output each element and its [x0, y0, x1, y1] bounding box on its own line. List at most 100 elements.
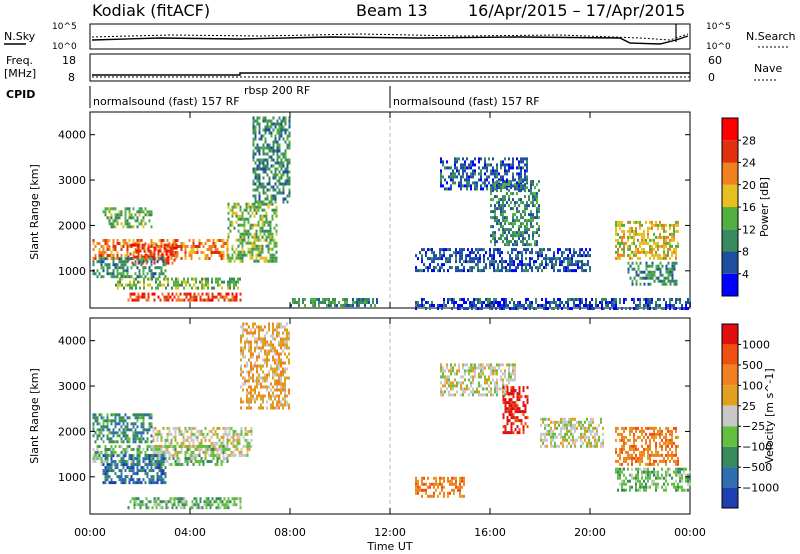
range-gate-cell: [619, 241, 621, 245]
range-gate-cell: [112, 272, 115, 276]
range-gate-cell: [214, 453, 217, 457]
range-gate-cell: [200, 438, 203, 442]
range-gate-cell: [252, 325, 254, 329]
range-gate-cell: [270, 155, 273, 159]
range-gate-cell: [108, 463, 111, 467]
range-gate-cell: [643, 298, 645, 301]
range-gate-cell: [92, 454, 95, 457]
range-gate-cell: [248, 379, 250, 383]
range-gate-cell: [235, 202, 238, 206]
range-gate-cell: [490, 172, 492, 176]
range-gate-cell: [116, 463, 119, 467]
range-gate-cell: [554, 420, 556, 424]
range-gate-cell: [231, 214, 234, 218]
range-gate-cell: [226, 435, 229, 439]
range-gate-cell: [126, 269, 129, 273]
range-gate-cell: [651, 247, 653, 251]
range-gate-cell: [442, 384, 444, 388]
range-gate-cell: [238, 435, 241, 439]
range-gate-cell: [508, 369, 510, 373]
range-gate-cell: [651, 253, 653, 257]
range-gate-cell: [210, 448, 213, 451]
range-gate-cell: [280, 325, 282, 329]
range-gate-cell: [182, 242, 185, 245]
range-gate-cell: [222, 445, 225, 448]
range-gate-cell: [106, 454, 109, 457]
range-gate-cell: [480, 175, 482, 179]
range-gate-cell: [562, 435, 564, 439]
range-gate-cell: [681, 304, 683, 307]
range-gate-cell: [245, 205, 248, 209]
range-gate-cell: [520, 184, 522, 188]
range-gate-cell: [256, 146, 259, 150]
range-gate-cell: [110, 216, 113, 220]
range-gate-cell: [550, 429, 552, 433]
range-gate-cell: [531, 248, 533, 252]
range-gate-cell: [102, 472, 105, 476]
range-gate-cell: [284, 128, 287, 132]
range-gate-cell: [657, 304, 659, 307]
range-gate-cell: [685, 304, 687, 307]
range-gate-cell: [108, 419, 111, 423]
range-gate-cell: [506, 228, 508, 232]
range-gate-cell: [579, 266, 581, 270]
range-gate-cell: [661, 307, 663, 310]
range-gate-cell: [473, 251, 475, 255]
range-gate-cell: [441, 266, 443, 270]
range-gate-cell: [96, 275, 99, 279]
range-gate-cell: [502, 181, 504, 185]
range-gate-cell: [524, 157, 526, 161]
range-gate-cell: [142, 431, 145, 435]
range-gate-cell: [541, 254, 543, 258]
range-gate-cell: [671, 250, 673, 254]
range-gate-cell: [498, 172, 500, 176]
colorbar-label: 28: [742, 134, 756, 147]
range-gate-cell: [456, 390, 458, 394]
range-gate-cell: [237, 229, 240, 233]
range-gate-cell: [512, 422, 515, 426]
range-gate-cell: [496, 201, 498, 205]
range-gate-cell: [134, 434, 137, 438]
range-gate-cell: [492, 234, 494, 238]
range-gate-cell: [527, 298, 529, 301]
range-gate-cell: [274, 122, 277, 126]
range-gate-cell: [150, 245, 153, 248]
range-gate-cell: [524, 410, 527, 414]
range-gate-cell: [502, 198, 504, 202]
range-gate-cell: [484, 184, 486, 188]
range-gate-cell: [524, 210, 526, 214]
range-gate-cell: [221, 503, 224, 507]
range-gate-cell: [494, 390, 496, 394]
range-gate-cell: [477, 301, 479, 304]
range-gate-cell: [169, 295, 172, 299]
range-gate-cell: [264, 385, 266, 389]
range-gate-cell: [500, 222, 502, 226]
range-gate-cell: [544, 444, 546, 448]
range-gate-cell: [288, 134, 291, 138]
range-gate-cell: [452, 366, 454, 370]
range-gate-cell: [278, 388, 280, 392]
range-gate-cell: [136, 460, 139, 463]
range-gate-cell: [460, 375, 462, 379]
range-gate-cell: [675, 220, 677, 224]
date-range: 16/Apr/2015 – 17/Apr/2015: [468, 1, 685, 20]
range-gate-cell: [641, 270, 644, 274]
range-gate-cell: [252, 188, 255, 192]
range-gate-cell: [108, 475, 111, 479]
range-gate-cell: [268, 343, 270, 347]
range-gate-cell: [601, 298, 603, 301]
range-gate-cell: [280, 322, 282, 326]
range-gate-cell: [209, 503, 212, 507]
range-gate-cell: [187, 280, 189, 284]
range-gate-cell: [235, 205, 238, 209]
range-gate-cell: [284, 119, 287, 123]
range-gate-cell: [156, 444, 159, 448]
range-gate-cell: [494, 240, 496, 244]
range-gate-cell: [168, 432, 171, 436]
range-gate-cell: [510, 363, 512, 367]
range-gate-cell: [486, 175, 488, 179]
range-gate-cell: [176, 450, 179, 454]
range-gate-cell: [134, 248, 137, 251]
range-gate-cell: [552, 429, 554, 433]
range-gate-cell: [156, 432, 159, 436]
